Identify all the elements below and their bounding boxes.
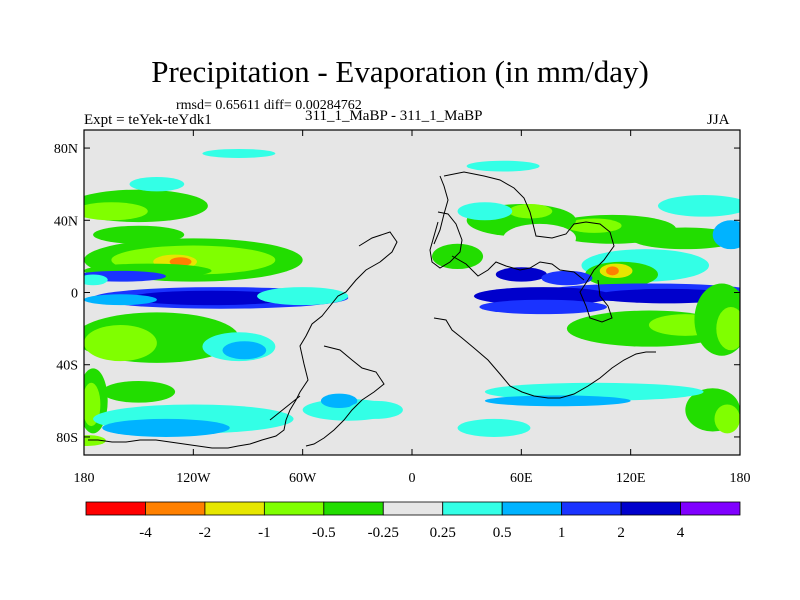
field-patch-6 (169, 257, 192, 267)
field-patch-38 (606, 266, 619, 276)
field-patch-31 (566, 218, 622, 233)
colorbar-label: 4 (677, 525, 685, 541)
colorbar-swatch-0 (85, 501, 146, 516)
field-patch-9 (84, 274, 108, 286)
field-patch-33 (658, 195, 740, 217)
coastlines (88, 171, 656, 449)
colorbar-swatch-3 (263, 501, 325, 516)
field-patch-13 (257, 287, 349, 306)
y-tick-label: 0 (71, 287, 78, 302)
x-tick-label: 180 (74, 471, 95, 486)
x-tick-label: 0 (409, 471, 416, 486)
precip-field (84, 148, 740, 446)
field-patch-43 (473, 287, 613, 306)
field-patch-12 (84, 294, 157, 306)
colorbar-swatch-5 (382, 501, 444, 516)
x-tick-label: 120W (176, 471, 211, 486)
experiment-label: Expt = teYek-teYdk1 (84, 112, 212, 128)
colorbar: -4 -2 -1 -0.5 -0.25 0.25 0.5 1 2 4 (85, 501, 741, 541)
field-patch-62 (348, 400, 403, 419)
field-patch-24 (284, 366, 376, 392)
x-tick-label: 60W (289, 471, 317, 486)
field-patch-60 (426, 332, 471, 362)
colorbar-label: -4 (139, 525, 152, 541)
colorbar-label: -0.25 (368, 525, 399, 541)
colorbar-swatch-1 (145, 501, 206, 516)
axes: 180 120W 60W 0 60E 120E 180 80N 40N 0 40S 80S (54, 130, 751, 486)
coastline-europe (429, 211, 463, 269)
field-patch-48 (503, 223, 576, 253)
field-patch-59 (466, 160, 540, 172)
colorbar-label: -2 (199, 525, 212, 541)
field-patch-32 (630, 227, 740, 250)
colorbar-swatch-10 (680, 501, 741, 516)
colorbar-swatch-9 (620, 501, 681, 516)
field-patch-2 (84, 202, 148, 221)
colorbar-swatch-2 (204, 501, 265, 516)
field-patch-45 (495, 267, 547, 282)
colorbar-label: 0.5 (493, 525, 512, 541)
field-patch-49 (508, 204, 553, 219)
field-patch-28 (129, 176, 185, 192)
colorbar-label: 2 (617, 525, 625, 541)
x-tick-label: 60E (510, 471, 533, 486)
field-patch-19 (222, 341, 267, 360)
field-patch-23 (84, 435, 106, 446)
field-patch-54 (714, 404, 740, 434)
y-tick-label: 40N (54, 214, 78, 229)
y-tick-label: 80N (54, 142, 78, 157)
case-label: 311_1_MaBP - 311_1_MaBP (305, 108, 483, 124)
field-patch-29 (202, 148, 276, 158)
colorbar-label: -1 (258, 525, 271, 541)
y-tick-label: 80S (56, 431, 78, 446)
colorbar-swatch-8 (561, 501, 622, 516)
field-patch-22 (102, 380, 176, 403)
colorbar-label: 0.25 (430, 525, 456, 541)
colorbar-swatch-4 (323, 501, 384, 516)
field-patch-17 (84, 382, 101, 427)
field-patch-61 (432, 243, 484, 270)
stats-label: rmsd= 0.65611 diff= 0.00284762 (176, 98, 362, 113)
field-patch-15 (84, 325, 157, 362)
field-patch-11 (129, 290, 294, 306)
colorbar-swatch-6 (442, 501, 503, 516)
x-tick-label: 180 (730, 471, 751, 486)
x-tick-label: 120E (616, 471, 646, 486)
colorbar-swatch-7 (501, 501, 563, 516)
field-patch-58 (612, 355, 722, 374)
field-patch-46 (541, 270, 593, 286)
colorbar-label: 1 (558, 525, 566, 541)
coastline-americas (88, 231, 398, 449)
chart-title: Precipitation - Evaporation (in mm/day) (151, 54, 649, 89)
y-tick-label: 40S (56, 359, 78, 374)
field-patch-26 (320, 393, 358, 409)
field-patch-34 (712, 220, 740, 250)
field-patch-52 (716, 306, 740, 351)
coastline-africa-eurasia (433, 171, 656, 399)
field-patch-44 (479, 299, 607, 315)
season-label: JJA (707, 112, 730, 128)
colorbar-label: -0.5 (312, 525, 336, 541)
field-patch-57 (457, 418, 531, 437)
field-patch-56 (484, 395, 631, 407)
field-patch-50 (457, 202, 513, 221)
field-patch-27 (93, 225, 185, 244)
field-patch-21 (102, 418, 230, 437)
